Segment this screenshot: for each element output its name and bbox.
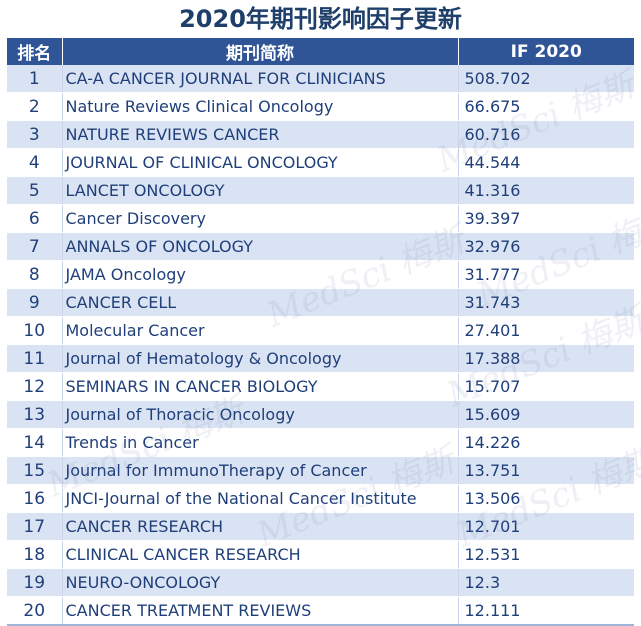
- impact-factor-cell: 12.111: [458, 596, 634, 626]
- impact-factor-cell: 14.226: [458, 428, 634, 457]
- rank-cell: 3: [7, 120, 63, 149]
- table-row: 9 CANCER CELL 31.743: [7, 288, 634, 317]
- rank-cell: 8: [7, 260, 63, 289]
- impact-factor-cell: 508.702: [458, 65, 634, 93]
- table-row: 2 Nature Reviews Clinical Oncology 66.675: [7, 92, 634, 121]
- journal-name-cell: NEURO-ONCOLOGY: [62, 568, 459, 597]
- journal-name-cell: CLINICAL CANCER RESEARCH: [62, 540, 459, 569]
- table-header-row: 排名 期刊简称 IF 2020: [7, 38, 634, 65]
- journal-name-cell: JAMA Oncology: [62, 260, 459, 289]
- table-row: 5 LANCET ONCOLOGY 41.316: [7, 176, 634, 205]
- journal-name-cell: JNCI-Journal of the National Cancer Inst…: [62, 484, 459, 513]
- rank-cell: 2: [7, 92, 63, 121]
- journal-name-cell: CA-A CANCER JOURNAL FOR CLINICIANS: [62, 65, 459, 93]
- journal-name-cell: Journal of Thoracic Oncology: [62, 400, 459, 429]
- impact-factor-cell: 17.388: [458, 344, 634, 373]
- journal-name-cell: Trends in Cancer: [62, 428, 459, 457]
- table-row: 15 Journal for ImmunoTherapy of Cancer 13.…: [7, 456, 634, 485]
- impact-factor-cell: 66.675: [458, 92, 634, 121]
- journal-column-header: 期刊简称: [62, 38, 459, 65]
- rank-cell: 19: [7, 568, 63, 597]
- rank-cell: 10: [7, 316, 63, 345]
- table-row: 6 Cancer Discovery 39.397: [7, 204, 634, 233]
- journal-name-cell: LANCET ONCOLOGY: [62, 176, 459, 205]
- rank-cell: 12: [7, 372, 63, 401]
- impact-factor-cell: 39.397: [458, 204, 634, 233]
- table-row: 18 CLINICAL CANCER RESEARCH 12.531: [7, 540, 634, 569]
- journal-name-cell: CANCER CELL: [62, 288, 459, 317]
- journal-name-cell: SEMINARS IN CANCER BIOLOGY: [62, 372, 459, 401]
- table-row: 12 SEMINARS IN CANCER BIOLOGY 15.707: [7, 372, 634, 401]
- rank-cell: 16: [7, 484, 63, 513]
- page-title: 2020年期刊影响因子更新: [179, 5, 462, 33]
- table-row: 20 CANCER TREATMENT REVIEWS 12.111: [7, 596, 634, 626]
- if-column-header: IF 2020: [458, 38, 634, 65]
- impact-factor-cell: 12.531: [458, 540, 634, 569]
- journal-name-cell: CANCER TREATMENT REVIEWS: [62, 596, 459, 626]
- table-row: 11 Journal of Hematology & Oncology 17.388: [7, 344, 634, 373]
- rank-cell: 18: [7, 540, 63, 569]
- table-row: 14 Trends in Cancer 14.226: [7, 428, 634, 457]
- impact-factor-cell: 27.401: [458, 316, 634, 345]
- impact-factor-cell: 13.506: [458, 484, 634, 513]
- table-row: 1 CA-A CANCER JOURNAL FOR CLINICIANS 508.7…: [7, 65, 634, 93]
- rank-cell: 17: [7, 512, 63, 541]
- impact-factor-cell: 12.3: [458, 568, 634, 597]
- rank-cell: 13: [7, 400, 63, 429]
- impact-factor-cell: 60.716: [458, 120, 634, 149]
- impact-factor-cell: 15.609: [458, 400, 634, 429]
- rank-cell: 7: [7, 232, 63, 261]
- table-row: 16 JNCI-Journal of the National Cancer In…: [7, 484, 634, 513]
- journal-name-cell: Nature Reviews Clinical Oncology: [62, 92, 459, 121]
- rank-cell: 6: [7, 204, 63, 233]
- journal-name-cell: ANNALS OF ONCOLOGY: [62, 232, 459, 261]
- impact-factor-cell: 44.544: [458, 148, 634, 177]
- journal-name-cell: Molecular Cancer: [62, 316, 459, 345]
- table-row: 3 NATURE REVIEWS CANCER 60.716: [7, 120, 634, 149]
- impact-factor-cell: 32.976: [458, 232, 634, 261]
- impact-factor-cell: 15.707: [458, 372, 634, 401]
- journal-name-cell: NATURE REVIEWS CANCER: [62, 120, 459, 149]
- rank-cell: 15: [7, 456, 63, 485]
- table-row: 4 JOURNAL OF CLINICAL ONCOLOGY 44.544: [7, 148, 634, 177]
- impact-factor-cell: 31.743: [458, 288, 634, 317]
- rank-cell: 20: [7, 596, 63, 626]
- table-row: 7 ANNALS OF ONCOLOGY 32.976: [7, 232, 634, 261]
- rank-cell: 4: [7, 148, 63, 177]
- table-row: 10 Molecular Cancer 27.401: [7, 316, 634, 345]
- journal-name-cell: Journal of Hematology & Oncology: [62, 344, 459, 373]
- impact-factor-table: 排名 期刊简称 IF 2020 1 CA-A CANCER JOURNAL FOR…: [7, 38, 634, 626]
- impact-factor-cell: 31.777: [458, 260, 634, 289]
- journal-name-cell: Journal for ImmunoTherapy of Cancer: [62, 456, 459, 485]
- table-row: 19 NEURO-ONCOLOGY 12.3: [7, 568, 634, 597]
- rank-cell: 11: [7, 344, 63, 373]
- rank-cell: 1: [7, 65, 63, 93]
- rank-cell: 5: [7, 176, 63, 205]
- table-row: 13 Journal of Thoracic Oncology 15.609: [7, 400, 634, 429]
- impact-factor-cell: 12.701: [458, 512, 634, 541]
- table-row: 17 CANCER RESEARCH 12.701: [7, 512, 634, 541]
- journal-name-cell: CANCER RESEARCH: [62, 512, 459, 541]
- table-row: 8 JAMA Oncology 31.777: [7, 260, 634, 289]
- table-body: 1 CA-A CANCER JOURNAL FOR CLINICIANS 508.7…: [7, 65, 634, 626]
- impact-factor-cell: 41.316: [458, 176, 634, 205]
- rank-column-header: 排名: [7, 38, 63, 65]
- journal-name-cell: JOURNAL OF CLINICAL ONCOLOGY: [62, 148, 459, 177]
- rank-cell: 14: [7, 428, 63, 457]
- impact-factor-cell: 13.751: [458, 456, 634, 485]
- rank-cell: 9: [7, 288, 63, 317]
- journal-name-cell: Cancer Discovery: [62, 204, 459, 233]
